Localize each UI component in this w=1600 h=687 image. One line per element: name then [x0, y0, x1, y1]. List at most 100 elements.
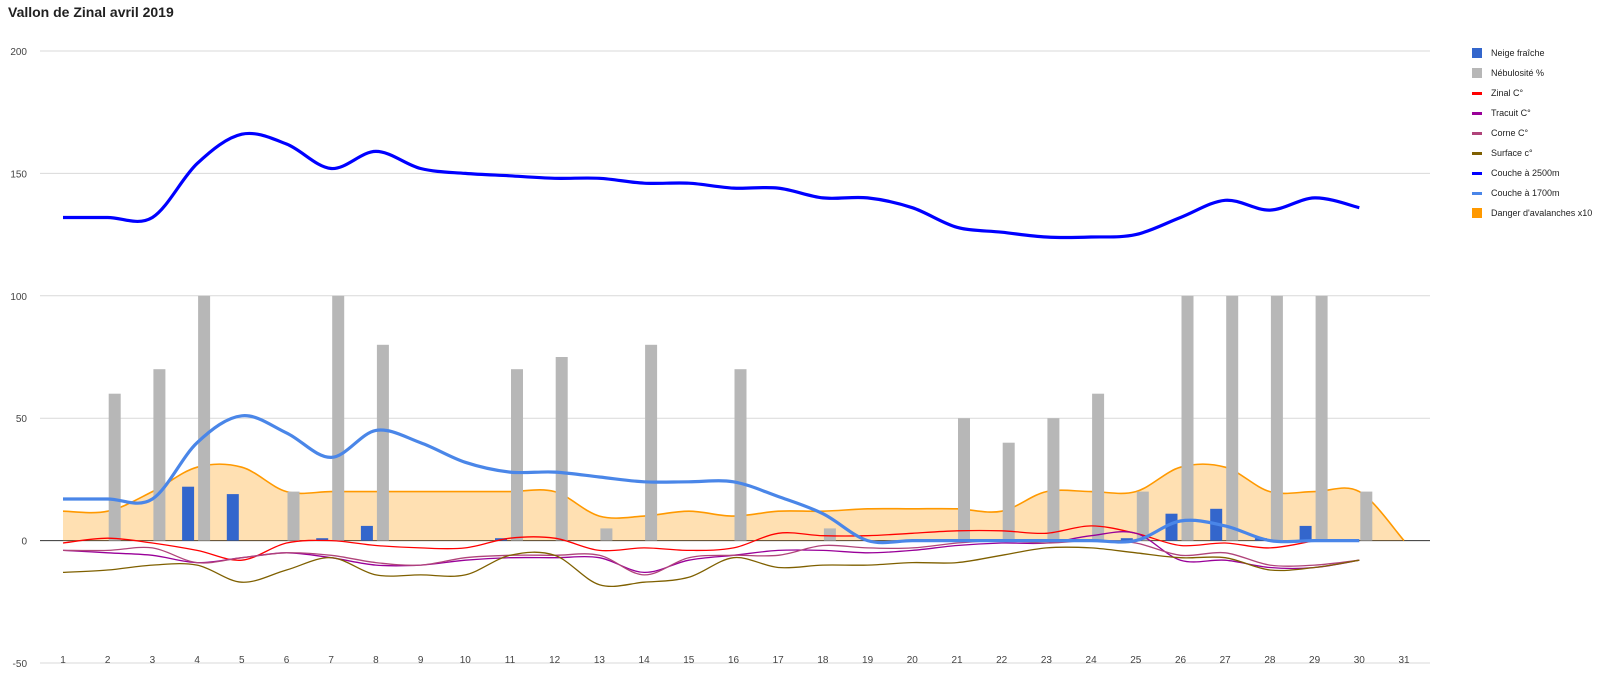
legend-label: Corne C° — [1491, 128, 1529, 138]
x-tick-label: 14 — [639, 655, 651, 666]
x-tick-label: 20 — [907, 655, 919, 666]
x-tick-label: 23 — [1041, 655, 1053, 666]
legend-item-nebulosite: Nébulosité % — [1472, 63, 1592, 83]
legend-swatch — [1472, 191, 1482, 195]
nebulosite-bar — [1047, 418, 1060, 541]
legend-item-couche-a-2500m: Couche à 2500m — [1472, 163, 1592, 183]
legend-item-couche-a-1700m: Couche à 1700m — [1472, 183, 1592, 203]
zinal-c-line — [62, 525, 1315, 561]
legend-swatch — [1472, 68, 1482, 78]
nebulosite-bar — [1360, 491, 1373, 541]
couche-a-1700m-line — [63, 414, 1360, 545]
x-tick-label: 5 — [239, 655, 245, 666]
nebulosite-bar — [958, 418, 970, 541]
x-tick-label: 24 — [1086, 655, 1098, 666]
legend-item-zinal-c: Zinal C° — [1472, 83, 1592, 103]
y-tick-label: 0 — [21, 537, 27, 548]
x-tick-label: 31 — [1398, 655, 1410, 666]
legend-item-surface-c: Surface c° — [1472, 143, 1592, 163]
x-tick-label: 21 — [951, 655, 963, 666]
x-tick-label: 13 — [594, 655, 606, 666]
legend-swatch — [1472, 151, 1482, 155]
y-tick-label: 150 — [10, 169, 27, 180]
x-tick-label: 25 — [1130, 655, 1142, 666]
nebulosite-bar — [734, 369, 747, 541]
legend-label: Zinal C° — [1491, 88, 1524, 98]
legend-item-corne-c: Corne C° — [1472, 123, 1592, 143]
x-tick-label: 9 — [418, 655, 424, 666]
neige-fraiche-bar — [316, 538, 329, 541]
nebulosite-bar — [153, 369, 166, 541]
x-tick-label: 30 — [1354, 655, 1366, 666]
neige-fraiche-bar — [182, 486, 195, 541]
legend-swatch — [1472, 91, 1482, 95]
gridlines — [40, 50, 1430, 664]
legend-label: Tracuit C° — [1491, 108, 1531, 118]
nebulosite-bar — [823, 528, 836, 541]
x-tick-label: 7 — [328, 655, 334, 666]
nebulosite-bar — [287, 491, 300, 541]
x-tick-label: 6 — [284, 655, 290, 666]
nebulosite-bar — [332, 295, 345, 541]
nebulosite-bar — [1181, 295, 1194, 541]
x-tick-label: 22 — [996, 655, 1008, 666]
x-tick-label: 2 — [105, 655, 111, 666]
legend-swatch — [1472, 131, 1482, 135]
y-tick-label: -50 — [13, 659, 28, 670]
legend-item-tracuit-c: Tracuit C° — [1472, 103, 1592, 123]
corne-c-line — [62, 539, 1360, 576]
legend: Neige fraîche Nébulosité % Zinal C° Tracuit… — [1472, 43, 1592, 223]
nebulosite-bar — [108, 393, 121, 541]
x-tick-label: 15 — [683, 655, 695, 666]
nebulosite-bar — [198, 295, 211, 541]
x-tick-label: 17 — [773, 655, 785, 666]
y-tick-label: 100 — [10, 292, 27, 303]
danger-d-avalanches-x10-line — [62, 463, 1405, 542]
nebulosite-bar — [376, 344, 389, 541]
x-tick-label: 29 — [1309, 655, 1321, 666]
neige-fraiche-bar — [1120, 538, 1133, 541]
nebulosite-bar — [1136, 491, 1149, 541]
legend-label: Couche à 1700m — [1491, 188, 1560, 198]
x-tick-label: 12 — [549, 655, 561, 666]
couche-a-2500m-line — [63, 131, 1360, 240]
legend-item-neige-fraiche: Neige fraîche — [1472, 43, 1592, 63]
x-tick-label: 10 — [460, 655, 472, 666]
line-layer — [62, 131, 1360, 588]
legend-swatch — [1472, 208, 1482, 218]
legend-label: Danger d'avalanches x10 — [1491, 208, 1593, 218]
x-tick-label: 19 — [862, 655, 874, 666]
nebulosite-bar — [555, 357, 568, 541]
x-tick-label: 11 — [505, 655, 516, 666]
legend-label: Nébulosité % — [1491, 68, 1545, 78]
nebulosite-bar — [600, 528, 613, 541]
danger-d-avalanches-x10-area — [63, 464, 1404, 541]
x-tick-label: 26 — [1175, 655, 1187, 666]
nebulosite-bar — [1270, 295, 1283, 541]
chart-title: Vallon de Zinal avril 2019 — [8, 4, 174, 20]
x-tick-label: 1 — [60, 655, 66, 666]
nebulosite-bar — [645, 344, 658, 541]
nebulosite-bar — [511, 369, 523, 541]
legend-label: Couche à 2500m — [1491, 168, 1560, 178]
x-tick-label: 3 — [150, 655, 156, 666]
surface-c-line — [62, 546, 1360, 588]
neige-fraiche-bar — [1299, 525, 1312, 541]
nebulosite-bar — [1092, 393, 1105, 541]
legend-swatch — [1472, 48, 1482, 58]
neige-fraiche-bar — [1165, 513, 1178, 541]
nebulosite-bar — [1226, 295, 1239, 541]
x-tick-label: 27 — [1220, 655, 1232, 666]
x-tick-label: 4 — [194, 655, 200, 666]
legend-label: Surface c° — [1491, 148, 1533, 158]
neige-fraiche-bar — [226, 494, 239, 541]
x-tick-label: 28 — [1264, 655, 1276, 666]
legend-swatch — [1472, 111, 1482, 115]
x-tick-label: 18 — [817, 655, 829, 666]
neige-fraiche-bar — [360, 525, 373, 541]
danger-area-layer — [62, 463, 1405, 542]
legend-swatch — [1472, 171, 1482, 175]
legend-item-danger-d-avalanches-x10: Danger d'avalanches x10 — [1472, 203, 1592, 223]
